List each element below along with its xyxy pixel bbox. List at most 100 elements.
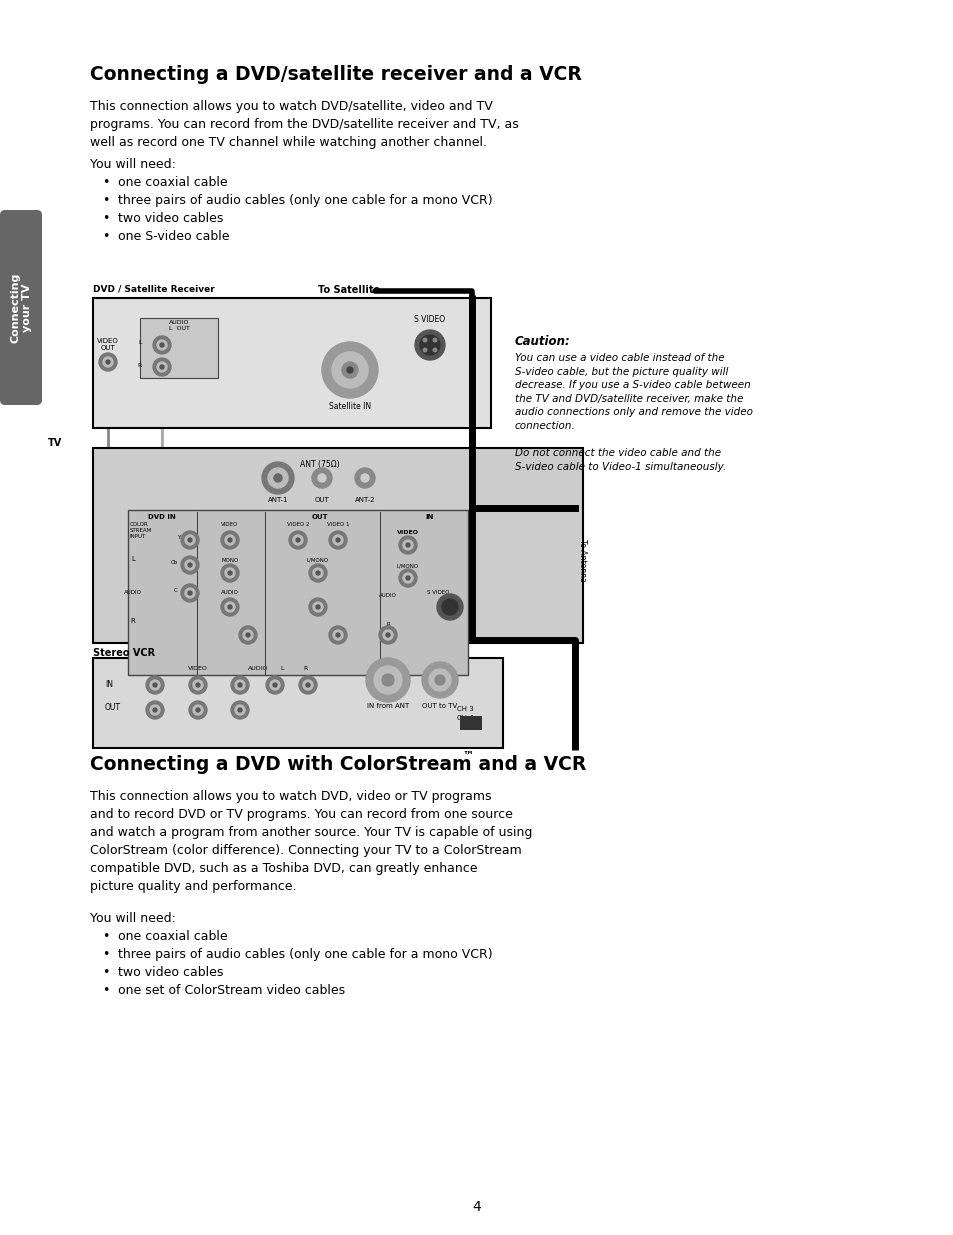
Text: Connecting
your TV: Connecting your TV: [10, 272, 31, 342]
Circle shape: [378, 626, 396, 643]
Circle shape: [419, 335, 439, 354]
Circle shape: [195, 683, 200, 687]
Text: three pairs of audio cables (only one cable for a mono VCR): three pairs of audio cables (only one ca…: [118, 194, 492, 207]
Circle shape: [262, 462, 294, 494]
Text: •: •: [102, 177, 110, 189]
Circle shape: [189, 676, 207, 694]
Circle shape: [429, 669, 451, 692]
Text: VIDEO
OUT: VIDEO OUT: [97, 338, 119, 352]
Circle shape: [333, 630, 343, 640]
Text: R: R: [386, 622, 390, 627]
Text: To Satellite: To Satellite: [317, 285, 379, 295]
Text: AUDIO: AUDIO: [124, 590, 142, 595]
Text: OUT: OUT: [314, 496, 329, 503]
Circle shape: [234, 705, 245, 715]
Text: •: •: [102, 948, 110, 961]
FancyBboxPatch shape: [0, 210, 42, 405]
Circle shape: [433, 348, 436, 352]
Circle shape: [221, 531, 239, 550]
Circle shape: [273, 683, 276, 687]
Circle shape: [289, 531, 307, 550]
Text: R: R: [131, 618, 135, 624]
Circle shape: [315, 571, 319, 576]
Circle shape: [239, 626, 256, 643]
Circle shape: [181, 556, 199, 574]
Text: one set of ColorStream video cables: one set of ColorStream video cables: [118, 984, 345, 997]
Text: Y: Y: [176, 535, 180, 540]
Text: DVD IN: DVD IN: [148, 514, 175, 520]
Text: CH 4: CH 4: [456, 715, 473, 721]
Circle shape: [381, 674, 394, 685]
Circle shape: [306, 683, 310, 687]
Circle shape: [402, 540, 413, 550]
Circle shape: [99, 353, 117, 370]
Circle shape: [189, 701, 207, 719]
Circle shape: [329, 531, 347, 550]
Text: AUDIO: AUDIO: [221, 590, 238, 595]
Text: •: •: [102, 194, 110, 207]
Text: This connection allows you to watch DVD, video or TV programs
and to record DVD : This connection allows you to watch DVD,…: [90, 790, 532, 893]
Text: DVD / Satellite Receiver: DVD / Satellite Receiver: [92, 285, 214, 294]
Text: ™: ™: [461, 751, 473, 761]
Text: S VIDEO: S VIDEO: [426, 590, 449, 595]
Circle shape: [160, 343, 164, 347]
Text: IN from ANT: IN from ANT: [367, 703, 409, 709]
Text: AUDIO: AUDIO: [378, 593, 396, 598]
Circle shape: [436, 594, 462, 620]
Circle shape: [188, 592, 192, 595]
Text: L: L: [138, 340, 142, 345]
Text: •: •: [102, 984, 110, 997]
Text: MONO: MONO: [221, 558, 238, 563]
Text: L: L: [131, 556, 134, 562]
Text: Stereo VCR: Stereo VCR: [92, 648, 155, 658]
Circle shape: [231, 701, 249, 719]
Text: two video cables: two video cables: [118, 966, 223, 979]
Circle shape: [225, 568, 234, 578]
Text: AUDIO: AUDIO: [248, 666, 268, 671]
Circle shape: [185, 535, 194, 545]
Circle shape: [106, 359, 110, 364]
Circle shape: [268, 468, 288, 488]
Circle shape: [406, 576, 410, 580]
Text: OUT to TV: OUT to TV: [422, 703, 457, 709]
Circle shape: [234, 680, 245, 690]
Text: three pairs of audio cables (only one cable for a mono VCR): three pairs of audio cables (only one ca…: [118, 948, 492, 961]
Circle shape: [152, 358, 171, 375]
Text: one coaxial cable: one coaxial cable: [118, 177, 228, 189]
Text: ANT-1: ANT-1: [268, 496, 288, 503]
Text: VIDEO: VIDEO: [221, 522, 238, 527]
Circle shape: [335, 634, 339, 637]
Text: OUT: OUT: [105, 703, 121, 713]
Text: Connecting a DVD with ColorStream: Connecting a DVD with ColorStream: [90, 755, 471, 774]
Circle shape: [322, 342, 377, 398]
Circle shape: [157, 362, 167, 372]
Text: S VIDEO: S VIDEO: [414, 315, 445, 324]
Circle shape: [402, 573, 413, 583]
Circle shape: [315, 605, 319, 609]
Text: R: R: [303, 666, 307, 671]
Circle shape: [237, 708, 242, 713]
Circle shape: [152, 336, 171, 354]
Text: L/MONO: L/MONO: [396, 563, 418, 568]
Text: •: •: [102, 212, 110, 225]
Circle shape: [266, 676, 284, 694]
Text: L: L: [280, 666, 283, 671]
Circle shape: [433, 338, 436, 342]
Text: Caution:: Caution:: [515, 335, 570, 348]
Text: OUT: OUT: [312, 514, 328, 520]
Circle shape: [181, 531, 199, 550]
Text: R: R: [138, 363, 142, 368]
Circle shape: [374, 666, 401, 694]
Bar: [128, 510, 468, 676]
Text: VIDEO: VIDEO: [188, 666, 208, 671]
Circle shape: [423, 338, 426, 342]
Circle shape: [347, 367, 353, 373]
Circle shape: [313, 601, 323, 613]
Circle shape: [333, 535, 343, 545]
Circle shape: [146, 701, 164, 719]
Circle shape: [188, 563, 192, 567]
Circle shape: [355, 468, 375, 488]
Text: Satellite IN: Satellite IN: [329, 403, 371, 411]
Text: one S-video cable: one S-video cable: [118, 230, 230, 243]
Text: TV: TV: [48, 438, 62, 448]
